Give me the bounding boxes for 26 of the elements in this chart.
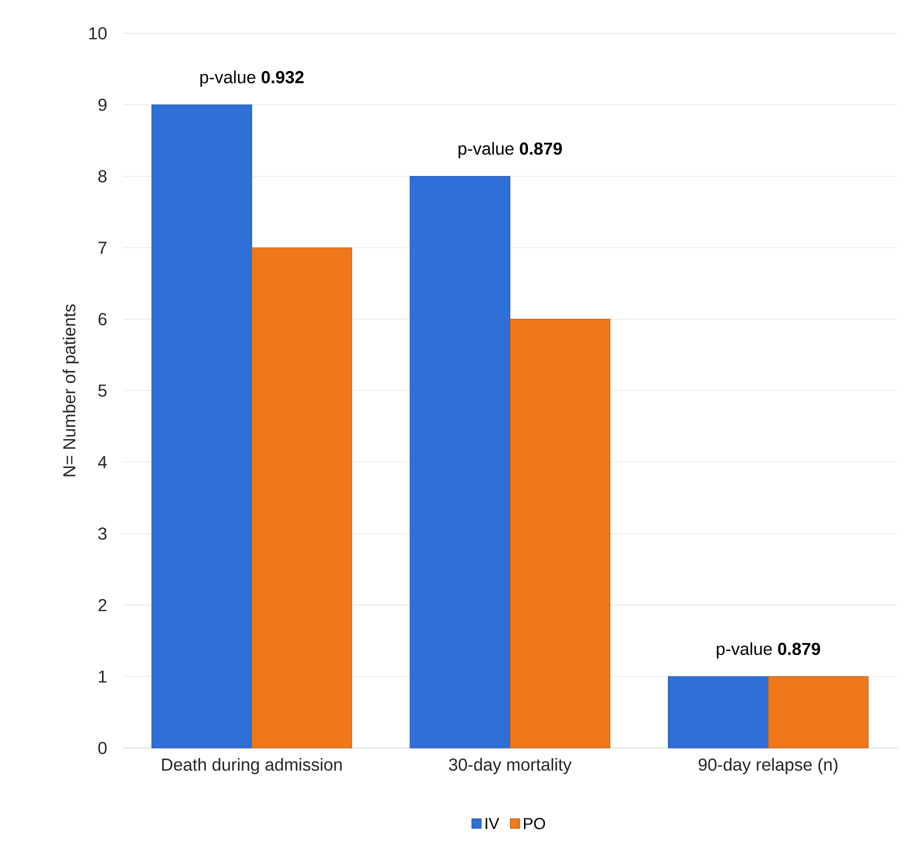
y-tick-label: 2 [98, 599, 106, 612]
bar [510, 318, 610, 748]
y-tick-label: 6 [98, 313, 107, 326]
legend-label: IV [486, 818, 500, 830]
x-tick-label: 90-day relapse (n) [698, 758, 838, 774]
x-tick-label: Death during admission [162, 758, 342, 774]
bar [252, 247, 352, 748]
y-tick-label: 7 [98, 242, 106, 254]
y-tick-label: 8 [98, 170, 107, 182]
bar [152, 104, 252, 748]
x-tick-label: 30-day mortality [449, 758, 572, 774]
annotation: p-value 0.879 [716, 642, 820, 658]
y-tick-label: 10 [89, 27, 107, 40]
annotation: p-value 0.932 [200, 70, 304, 87]
y-tick-label: 0 [98, 742, 107, 754]
bar [410, 176, 510, 748]
y-axis-title: N= Number of patients [62, 304, 79, 476]
bar [768, 676, 869, 748]
y-tick-label: 3 [98, 527, 107, 540]
annotation: p-value 0.879 [458, 142, 562, 158]
legend-label: PO [524, 818, 546, 830]
y-tick-label: 1 [98, 670, 106, 682]
bar [668, 676, 768, 748]
y-tick-label: 4 [98, 456, 107, 468]
y-tick-label: 9 [98, 98, 106, 111]
y-tick-label: 5 [98, 384, 107, 397]
